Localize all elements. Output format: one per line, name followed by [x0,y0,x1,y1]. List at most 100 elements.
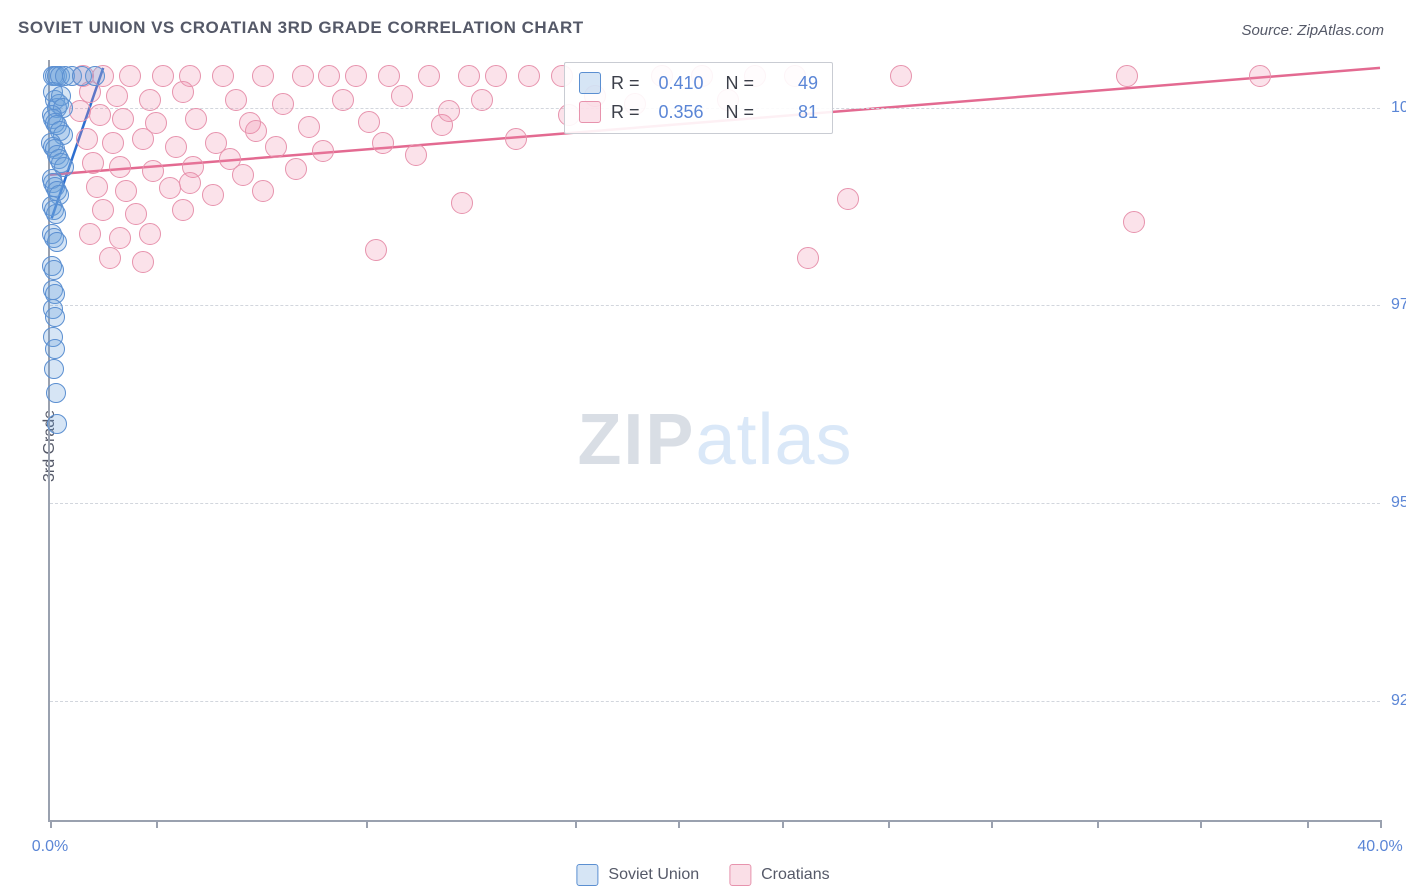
scatter-point-croatian [212,65,234,87]
scatter-point-croatian [219,148,241,170]
x-tick [991,820,993,828]
x-tick-label: 0.0% [32,838,68,856]
scatter-point-croatian [265,136,287,158]
scatter-point-croatian [485,65,507,87]
scatter-point-croatian [172,199,194,221]
scatter-point-croatian [92,199,114,221]
legend-label: Soviet Union [608,866,699,883]
scatter-point-croatian [102,132,124,154]
scatter-point-croatian [318,65,340,87]
scatter-point-croatian [109,227,131,249]
legend-label: Croatians [761,866,829,883]
stats-r-label: R = [611,98,640,127]
source-label: Source: ZipAtlas.com [1241,22,1384,39]
scatter-point-croatian [172,81,194,103]
y-tick-label: 100.0% [1381,99,1406,117]
scatter-point-soviet [45,339,65,359]
watermark-light: atlas [695,400,852,480]
scatter-point-soviet [46,204,66,224]
scatter-point-croatian [252,180,274,202]
x-tick [782,820,784,828]
stats-n-value: 49 [764,69,818,98]
scatter-point-croatian [365,239,387,261]
y-tick-label: 95.0% [1381,494,1406,512]
scatter-point-croatian [225,89,247,111]
scatter-point-croatian [202,184,224,206]
scatter-point-soviet [44,359,64,379]
scatter-point-croatian [139,223,161,245]
scatter-point-croatian [391,85,413,107]
plot-area: ZIPatlas 92.5%95.0%97.5%100.0%0.0%40.0% [48,60,1380,822]
stats-legend-box: R = 0.410 N = 49 R = 0.356 N = 81 [564,62,833,134]
scatter-point-croatian [285,158,307,180]
gridline-h [50,503,1380,504]
scatter-point-croatian [139,89,161,111]
bottom-legend: Soviet Union Croatians [576,864,829,886]
scatter-point-croatian [837,188,859,210]
scatter-point-croatian [89,104,111,126]
scatter-point-soviet [45,307,65,327]
scatter-point-croatian [185,108,207,130]
chart-container: SOVIET UNION VS CROATIAN 3RD GRADE CORRE… [0,0,1406,892]
scatter-point-croatian [76,128,98,150]
x-tick [1307,820,1309,828]
scatter-point-croatian [79,223,101,245]
gridline-h [50,305,1380,306]
scatter-point-croatian [1249,65,1271,87]
scatter-point-croatian [132,128,154,150]
scatter-point-soviet [47,232,67,252]
stats-n-label: N = [726,98,755,127]
y-tick-label: 92.5% [1381,692,1406,710]
scatter-point-soviet [85,66,105,86]
scatter-point-croatian [451,192,473,214]
scatter-point-soviet [44,260,64,280]
scatter-point-croatian [106,85,128,107]
x-tick [50,820,52,828]
scatter-point-croatian [505,128,527,150]
x-tick [156,820,158,828]
scatter-point-croatian [438,100,460,122]
stats-swatch [579,72,601,94]
scatter-point-croatian [245,120,267,142]
x-tick [678,820,680,828]
scatter-point-croatian [82,152,104,174]
stats-r-value: 0.410 [650,69,704,98]
scatter-point-croatian [99,247,121,269]
scatter-point-croatian [142,160,164,182]
scatter-point-croatian [372,132,394,154]
scatter-point-soviet [47,414,67,434]
scatter-point-croatian [159,177,181,199]
bottom-legend-item: Soviet Union [576,864,699,886]
stats-swatch [579,101,601,123]
stats-row-croatian: R = 0.356 N = 81 [579,98,818,127]
stats-r-label: R = [611,69,640,98]
scatter-point-croatian [115,180,137,202]
stats-n-value: 81 [764,98,818,127]
scatter-point-soviet [46,383,66,403]
scatter-point-croatian [292,65,314,87]
scatter-point-croatian [298,116,320,138]
x-tick-label: 40.0% [1357,838,1402,856]
watermark: ZIPatlas [577,399,852,481]
scatter-point-croatian [418,65,440,87]
chart-title: SOVIET UNION VS CROATIAN 3RD GRADE CORRE… [18,18,584,38]
scatter-point-croatian [252,65,274,87]
x-tick [366,820,368,828]
stats-row-soviet: R = 0.410 N = 49 [579,69,818,98]
scatter-point-croatian [332,89,354,111]
scatter-point-croatian [358,111,380,133]
scatter-point-croatian [1116,65,1138,87]
scatter-point-croatian [378,65,400,87]
scatter-point-croatian [109,156,131,178]
scatter-point-croatian [1123,211,1145,233]
stats-n-label: N = [726,69,755,98]
gridline-h [50,701,1380,702]
x-tick [1380,820,1382,828]
x-tick [1097,820,1099,828]
scatter-point-croatian [458,65,480,87]
scatter-point-croatian [165,136,187,158]
stats-r-value: 0.356 [650,98,704,127]
scatter-point-croatian [345,65,367,87]
scatter-point-croatian [86,176,108,198]
x-tick [575,820,577,828]
